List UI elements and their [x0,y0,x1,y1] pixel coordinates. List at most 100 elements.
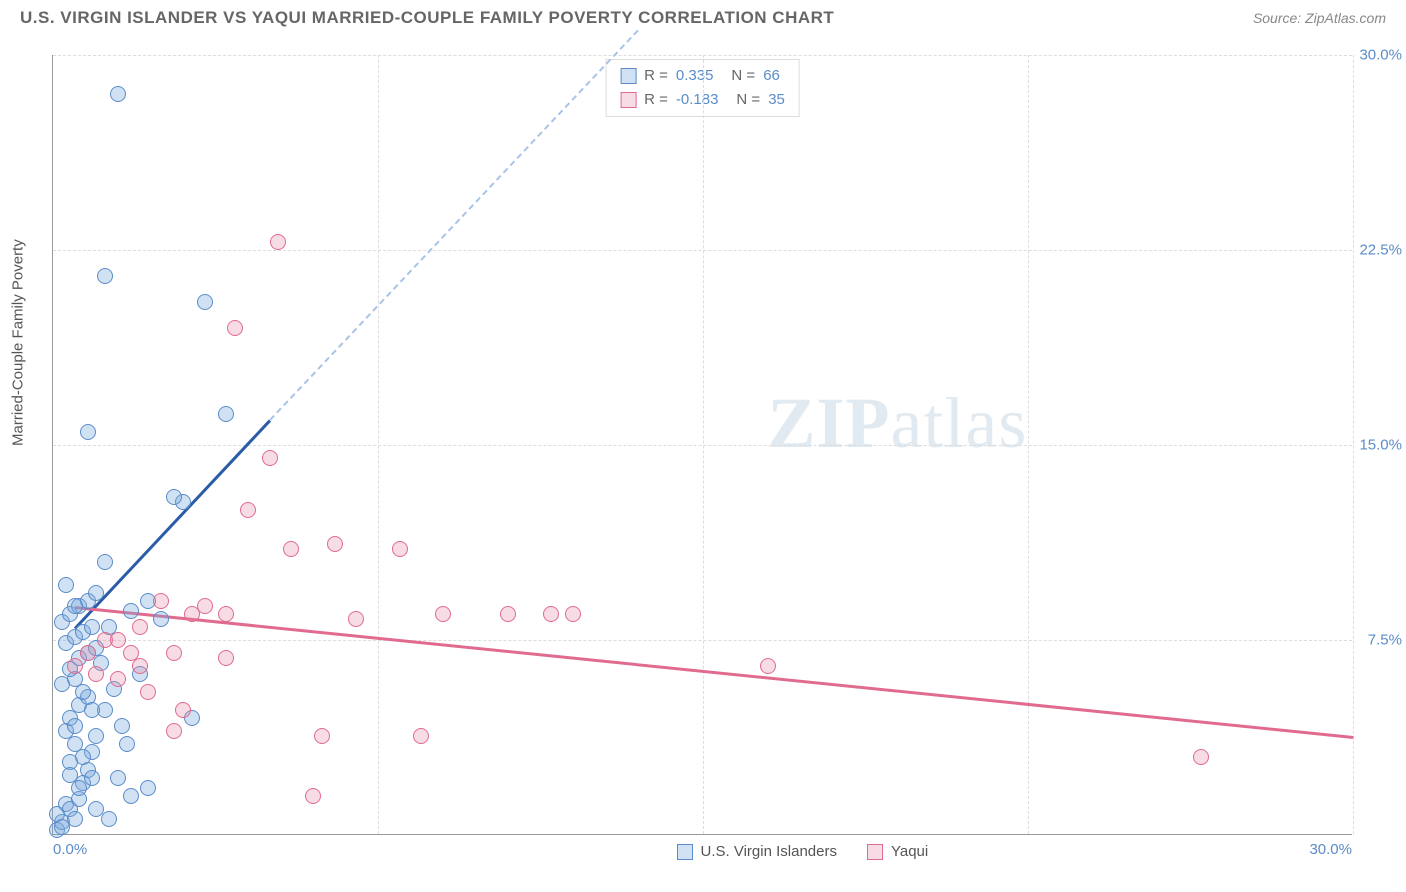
scatter-plot-area: ZIPatlas R = 0.335 N = 66 R = -0.183 N =… [52,55,1352,835]
data-point [84,619,100,635]
data-point [71,780,87,796]
gridline-v [703,55,704,834]
source-link[interactable]: ZipAtlas.com [1305,10,1386,26]
r-value-pink: -0.183 [676,88,719,112]
data-point [67,736,83,752]
data-point [760,658,776,674]
data-point [114,718,130,734]
data-point [1193,749,1209,765]
y-axis-label: Married-Couple Family Poverty [10,239,27,446]
data-point [197,294,213,310]
data-point [327,536,343,552]
data-point [88,585,104,601]
trend-line-pink [75,606,1354,739]
data-point [67,658,83,674]
data-point [305,788,321,804]
data-point [392,541,408,557]
trend-line-blue-dashed [269,29,639,420]
data-point [314,728,330,744]
legend-item-pink: Yaqui [867,843,928,860]
data-point [97,554,113,570]
data-point [80,424,96,440]
data-point [110,86,126,102]
data-point [119,736,135,752]
y-tick-label: 15.0% [1347,437,1402,454]
data-point [140,780,156,796]
data-point [166,489,182,505]
gridline-v [378,55,379,834]
y-tick-label: 22.5% [1347,242,1402,259]
data-point [67,811,83,827]
data-point [348,611,364,627]
source-prefix: Source: [1253,10,1305,26]
legend-label-blue: U.S. Virgin Islanders [701,843,837,860]
data-point [110,632,126,648]
data-point [123,788,139,804]
data-point [283,541,299,557]
data-point [565,606,581,622]
data-point [166,723,182,739]
swatch-blue [677,844,693,860]
data-point [67,598,83,614]
data-point [175,702,191,718]
chart-title: U.S. VIRGIN ISLANDER VS YAQUI MARRIED-CO… [20,8,834,28]
y-tick-label: 7.5% [1347,632,1402,649]
data-point [227,320,243,336]
watermark-atlas: atlas [890,383,1027,463]
n-value-blue: 66 [763,64,780,88]
data-point [62,767,78,783]
legend-item-blue: U.S. Virgin Islanders [677,843,837,860]
series-legend: U.S. Virgin Islanders Yaqui [677,843,929,860]
n-value-pink: 35 [768,88,785,112]
data-point [101,811,117,827]
legend-label-pink: Yaqui [891,843,928,860]
r-label: R = [644,88,668,112]
n-label: N = [736,88,760,112]
gridline-v [1353,55,1354,834]
data-point [153,611,169,627]
data-point [110,770,126,786]
data-point [97,268,113,284]
n-label: N = [731,64,755,88]
y-tick-label: 30.0% [1347,47,1402,64]
data-point [84,770,100,786]
data-point [543,606,559,622]
data-point [218,606,234,622]
r-value-blue: 0.335 [676,64,714,88]
data-point [197,598,213,614]
data-point [132,619,148,635]
data-point [110,671,126,687]
data-point [123,603,139,619]
trend-line-blue [74,419,271,629]
data-point [75,684,91,700]
source-attribution: Source: ZipAtlas.com [1253,10,1386,26]
gridline-v [1028,55,1029,834]
watermark-zip: ZIP [767,383,890,463]
data-point [67,718,83,734]
data-point [88,666,104,682]
data-point [132,658,148,674]
swatch-blue [620,68,636,84]
data-point [80,645,96,661]
data-point [262,450,278,466]
r-label: R = [644,64,668,88]
swatch-pink [620,92,636,108]
data-point [240,502,256,518]
x-tick-min: 0.0% [53,841,87,858]
data-point [413,728,429,744]
data-point [218,650,234,666]
data-point [58,577,74,593]
x-tick-max: 30.0% [1309,841,1352,858]
data-point [140,684,156,700]
data-point [270,234,286,250]
data-point [166,645,182,661]
swatch-pink [867,844,883,860]
data-point [500,606,516,622]
data-point [88,728,104,744]
data-point [153,593,169,609]
data-point [84,702,100,718]
data-point [435,606,451,622]
chart-header: U.S. VIRGIN ISLANDER VS YAQUI MARRIED-CO… [0,0,1406,32]
data-point [218,406,234,422]
watermark: ZIPatlas [767,382,1027,465]
